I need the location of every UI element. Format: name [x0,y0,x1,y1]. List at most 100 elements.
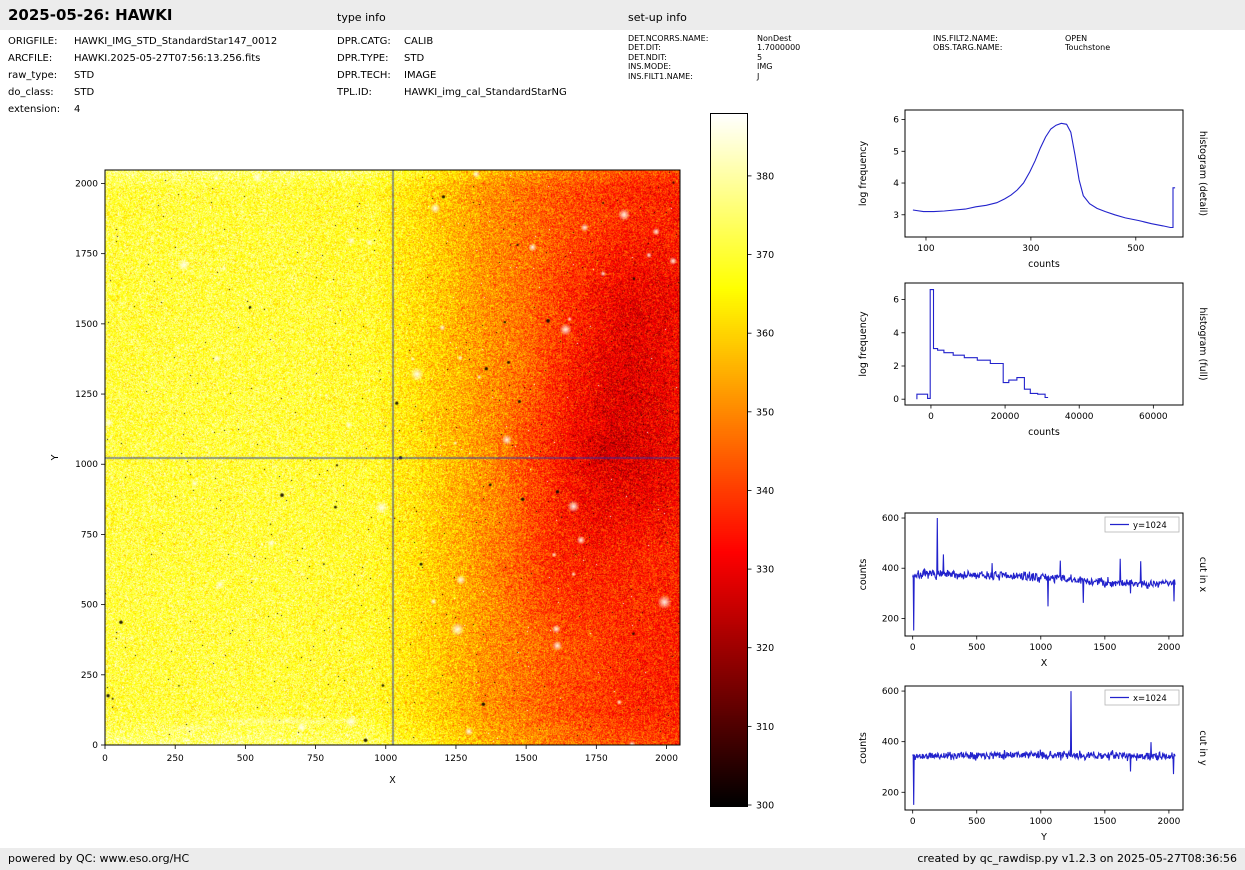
tick-label: 1750 [585,754,608,764]
tick-label: 1250 [75,390,98,400]
tick-label: 200 [882,788,899,798]
info-key: OBS.TARG.NAME: [933,43,1003,53]
tick-label: 1000 [1029,643,1052,653]
info-row: INS.FILT2.NAME: OPEN [933,34,1110,43]
tick-label: 2000 [75,179,98,189]
legend-label: x=1024 [1133,694,1167,704]
legend-box [1104,689,1180,706]
info-key: raw_type: [8,70,58,81]
info-value: CALIB [404,36,434,47]
x-axis-label: X [389,775,396,786]
y-axis-label: log frequency [858,141,869,207]
tick-label: 4 [893,329,899,339]
tick-label: 0 [910,643,916,653]
tick-label: 1250 [444,754,467,764]
histogram-detail-plot: 100 300 500 3 4 5 6 counts log frequency histogra… [850,100,1222,280]
info-value: STD [74,87,95,98]
info-value: Touchstone [1065,43,1111,53]
footer-right-text: created by qc_rawdisp.py v1.2.3 on 2025-… [917,852,1237,865]
tick-label: 1500 [1093,643,1116,653]
tick-label: 250 [167,754,184,764]
info-key: DPR.TECH: [337,70,391,81]
info-row: ARCFILE: HAWKI.2025-05-27T07:56:13.256.fi… [8,50,277,67]
tick-label: 1500 [515,754,538,764]
type-info-block: DPR.CATG: CALIB DPR.TYPE: STD DPR.TECH: IMA… [337,33,567,101]
info-row: DPR.CATG: CALIB [337,33,567,50]
info-value: IMG [757,62,773,72]
tick-label: 1000 [1029,817,1052,827]
type-info-label: type info [337,11,386,24]
info-key: DET.NDIT: [628,52,667,62]
info-key: DET.NCORRS.NAME: [628,34,709,43]
tick-label: 1750 [75,250,98,260]
colorbar-tick-label: 350 [756,407,774,418]
legend-label: y=1024 [1133,521,1167,531]
cut_y-series [912,691,1176,805]
info-value: STD [74,70,95,81]
histogram-full-plot: 0 20000 40000 60000 0 2 4 6 counts log frequency h… [850,273,1222,453]
tick-label: 1500 [75,320,98,330]
tick-label: 0 [910,817,916,827]
info-key: TPL.ID: [337,87,372,98]
colorbar-tick-label: 300 [756,801,774,812]
tick-label: 3 [893,211,899,221]
plot-right-label: cut in y [1197,730,1208,766]
colorbar-tick-label: 320 [756,643,774,654]
y-axis-label: counts [858,732,869,764]
tick-label: 1500 [1093,817,1116,827]
plot-right-label: cut in x [1197,557,1208,593]
footer-left-text: powered by QC: www.eso.org/HC [8,852,190,865]
tick-label: 250 [81,671,98,681]
info-row: do_class: STD [8,84,277,101]
y-axis-label: log frequency [858,311,869,377]
info-value: HAWKI.2025-05-27T07:56:13.256.fits [74,53,261,64]
x-axis-label: X [1041,658,1048,669]
tick-label: 20000 [991,412,1020,422]
tick-label: 200 [882,614,899,624]
y-axis-label: Y [50,454,61,461]
colorbar-tick-label: 330 [756,565,774,576]
tick-label: 600 [882,514,899,524]
colorbar-tick-label: 370 [756,250,774,261]
tick-label: 400 [882,564,899,574]
x-axis-label: Y [1040,832,1047,843]
info-row: DPR.TECH: IMAGE [337,67,567,84]
tick-label: 500 [968,817,985,827]
colorbar-tick-label: 360 [756,329,774,340]
file-info-block: ORIGFILE: HAWKI_IMG_STD_StandardStar147_0… [8,33,277,118]
info-row: ORIGFILE: HAWKI_IMG_STD_StandardStar147_0… [8,33,277,50]
detector-image-canvas [105,170,680,745]
page-title: 2025-05-26: HAWKI [8,6,173,24]
info-value: J [757,71,760,81]
setup-info-block-1: DET.NCORRS.NAME: NonDest DET.DIT: 1.700000… [628,34,800,81]
tick-label: 2000 [655,754,678,764]
info-row: INS.MODE: IMG [628,62,800,71]
cut_x-series [912,517,1176,631]
tick-label: 500 [1127,244,1144,254]
info-value: 4 [74,104,81,115]
tick-label: 60000 [1139,412,1168,422]
info-row: TPL.ID: HAWKI_img_cal_StandardStarNG [337,84,567,101]
tick-label: 750 [307,754,324,764]
info-value: OPEN [1065,34,1088,43]
colorbar-canvas [710,113,748,807]
tick-label: 0 [928,412,934,422]
info-value: HAWKI_img_cal_StandardStarNG [404,87,567,98]
tick-label: 500 [237,754,254,764]
tick-label: 400 [882,738,899,748]
x-axis-label: counts [1028,427,1060,438]
hist_detail-svg: 100 300 500 3 4 5 6 counts log frequency histogra… [858,109,1208,270]
info-value: 5 [757,52,763,62]
info-value: STD [404,53,425,64]
tick-label: 500 [968,643,985,653]
tick-label: 4 [893,179,899,189]
setup-info-block-2: INS.FILT2.NAME: OPEN OBS.TARG.NAME: Touchs… [933,34,1110,53]
info-key: DPR.TYPE: [337,53,389,64]
tick-label: 5 [893,147,899,157]
header-bar: 2025-05-26: HAWKI type info set-up info [0,0,1245,30]
plot-right-label: histogram (detail) [1197,131,1208,216]
